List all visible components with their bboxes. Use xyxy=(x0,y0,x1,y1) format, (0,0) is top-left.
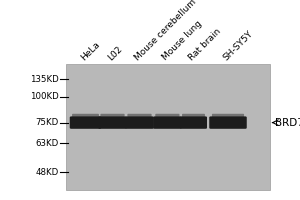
FancyBboxPatch shape xyxy=(72,114,99,119)
Text: 75KD: 75KD xyxy=(35,118,58,127)
Text: HeLa: HeLa xyxy=(79,39,102,62)
FancyBboxPatch shape xyxy=(128,114,152,119)
FancyBboxPatch shape xyxy=(182,114,205,119)
Text: 48KD: 48KD xyxy=(35,168,58,177)
Bar xyxy=(66,64,270,190)
FancyBboxPatch shape xyxy=(70,116,101,129)
Text: SH-SY5Y: SH-SY5Y xyxy=(222,29,255,62)
Text: 63KD: 63KD xyxy=(35,139,58,148)
FancyBboxPatch shape xyxy=(180,116,207,129)
Text: Mouse cerebellum: Mouse cerebellum xyxy=(133,0,198,62)
FancyBboxPatch shape xyxy=(209,116,247,129)
Text: Rat brain: Rat brain xyxy=(187,26,223,62)
FancyBboxPatch shape xyxy=(153,116,182,129)
FancyBboxPatch shape xyxy=(100,114,124,119)
Text: L02: L02 xyxy=(106,44,124,62)
Text: 135KD: 135KD xyxy=(30,75,58,84)
Text: 100KD: 100KD xyxy=(30,92,58,101)
FancyBboxPatch shape xyxy=(212,114,244,119)
Text: BRD7: BRD7 xyxy=(274,118,300,128)
FancyBboxPatch shape xyxy=(98,116,127,129)
FancyBboxPatch shape xyxy=(125,116,154,129)
FancyBboxPatch shape xyxy=(155,114,179,119)
Text: Mouse lung: Mouse lung xyxy=(161,19,204,62)
